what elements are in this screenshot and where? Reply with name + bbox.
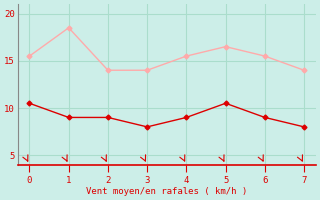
X-axis label: Vent moyen/en rafales ( km/h ): Vent moyen/en rafales ( km/h ) (86, 187, 247, 196)
